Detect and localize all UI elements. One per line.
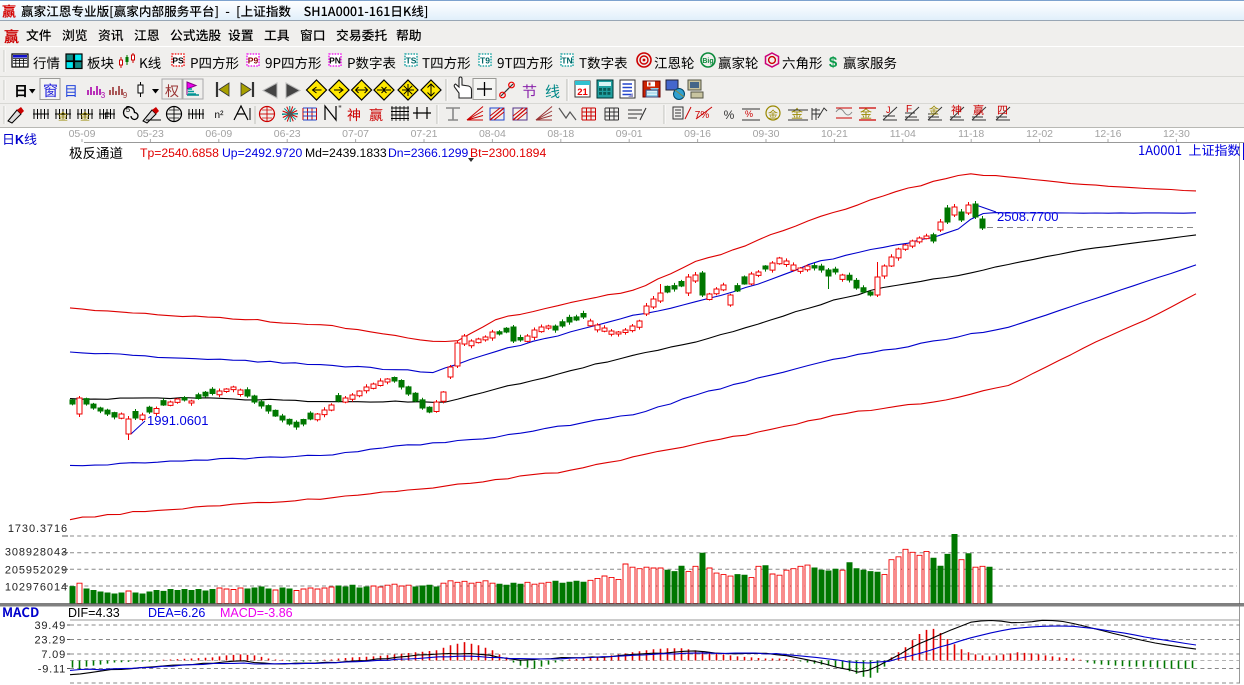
svg-text:12-02: 12-02 xyxy=(1026,128,1053,140)
svg-text:MACD=-3.86: MACD=-3.86 xyxy=(220,606,293,620)
svg-text:09-30: 09-30 xyxy=(753,128,780,140)
svg-text:308928043: 308928043 xyxy=(5,547,68,559)
svg-text:": " xyxy=(338,104,341,114)
svg-text:1991.0601: 1991.0601 xyxy=(147,413,208,428)
svg-text:F: F xyxy=(906,104,912,115)
svg-text:Dn=2366.1299: Dn=2366.1299 xyxy=(388,146,469,160)
svg-text:%: % xyxy=(745,109,753,119)
svg-text:F: F xyxy=(104,111,110,121)
svg-text:Up=2492.9720: Up=2492.9720 xyxy=(222,146,303,160)
svg-text:11-04: 11-04 xyxy=(890,128,916,140)
svg-text:n²: n² xyxy=(215,110,225,121)
svg-text:PS: PS xyxy=(172,56,184,66)
svg-text:9: 9 xyxy=(123,91,128,100)
svg-text:DEA=6.26: DEA=6.26 xyxy=(148,606,205,620)
svg-text:TS: TS xyxy=(406,56,417,66)
svg-text:Tp=2540.6858: Tp=2540.6858 xyxy=(140,146,219,160)
svg-text:10-21: 10-21 xyxy=(821,128,848,140)
svg-text:TN: TN xyxy=(561,56,572,66)
svg-text:1730.3716: 1730.3716 xyxy=(8,523,68,535)
svg-text:$: $ xyxy=(829,54,838,71)
svg-text:Md=2439.1833: Md=2439.1833 xyxy=(305,146,387,160)
svg-text:09-16: 09-16 xyxy=(684,128,711,140)
svg-text:06-09: 06-09 xyxy=(205,128,232,140)
svg-text:06-23: 06-23 xyxy=(274,128,301,140)
svg-text:39.49: 39.49 xyxy=(34,620,66,632)
svg-text:7.09: 7.09 xyxy=(41,649,66,661)
svg-text:07-21: 07-21 xyxy=(411,128,438,140)
svg-text:P9: P9 xyxy=(248,56,259,66)
svg-text:PN: PN xyxy=(329,56,341,66)
svg-text:08-04: 08-04 xyxy=(479,128,506,140)
svg-text:23.29: 23.29 xyxy=(34,634,66,646)
svg-text:K: K xyxy=(15,133,24,147)
svg-text:5: 5 xyxy=(126,105,131,114)
svg-text:09-01: 09-01 xyxy=(616,128,643,140)
svg-text:11-18: 11-18 xyxy=(958,128,984,140)
svg-text:Big: Big xyxy=(702,58,713,65)
svg-text:05-09: 05-09 xyxy=(69,128,96,140)
svg-text:DIF=4.33: DIF=4.33 xyxy=(68,606,120,620)
svg-text:2508.7700: 2508.7700 xyxy=(997,209,1058,224)
svg-text:205952029: 205952029 xyxy=(5,565,68,577)
svg-text:07-07: 07-07 xyxy=(342,128,369,140)
svg-text:J: J xyxy=(886,105,891,115)
svg-text:3: 3 xyxy=(101,91,106,100)
svg-text:05-23: 05-23 xyxy=(137,128,164,140)
svg-text:T9: T9 xyxy=(480,56,490,66)
svg-text:102976014: 102976014 xyxy=(5,582,68,594)
svg-text:21: 21 xyxy=(577,87,588,98)
svg-text:Bt=2300.1894: Bt=2300.1894 xyxy=(470,146,546,160)
svg-text:7%: 7% xyxy=(695,110,710,121)
svg-text:12-16: 12-16 xyxy=(1095,128,1122,140)
svg-text:%: % xyxy=(724,108,735,122)
svg-text:12-30: 12-30 xyxy=(1163,128,1190,140)
svg-text:08-18: 08-18 xyxy=(547,128,574,140)
svg-text:-9.11: -9.11 xyxy=(38,663,66,675)
